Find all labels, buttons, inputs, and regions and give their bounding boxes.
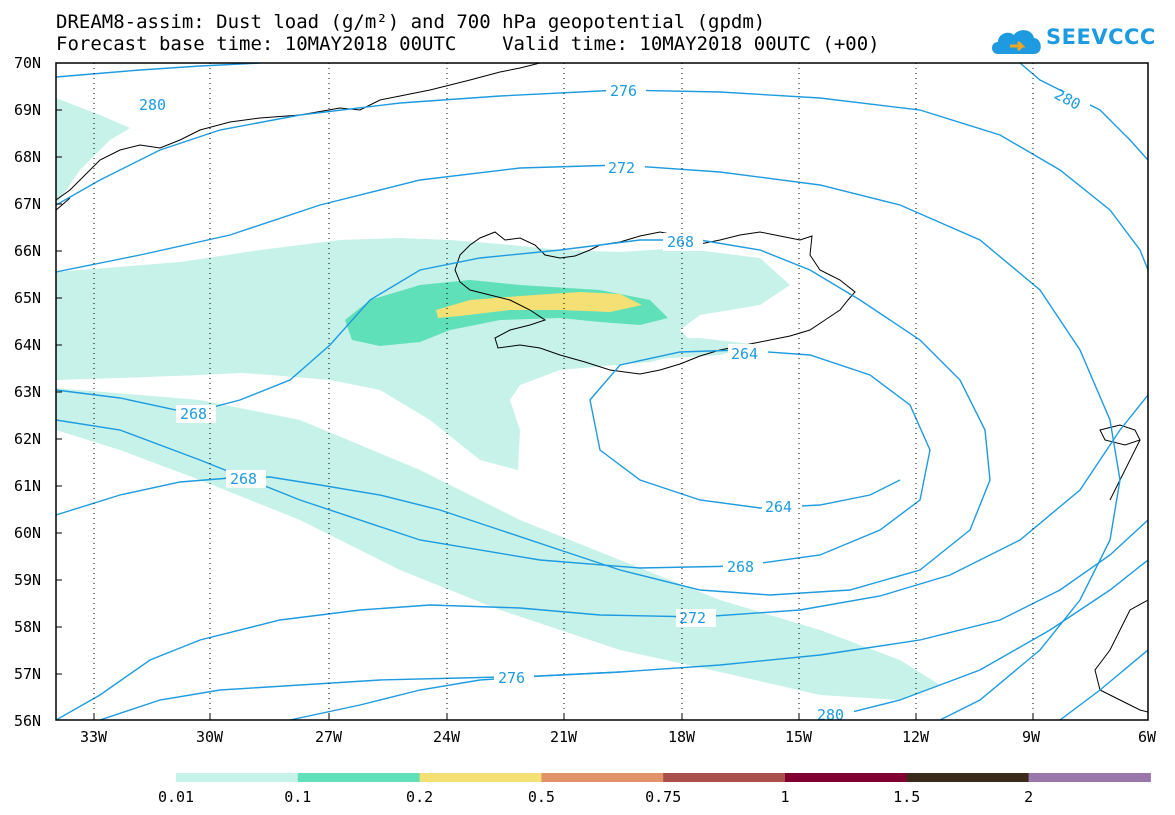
lat-label: 65N — [14, 289, 41, 307]
cloud-logo-icon — [992, 30, 1041, 54]
lon-label: 15W — [785, 728, 813, 746]
contour-label: 276 — [498, 669, 525, 687]
colorbar-swatch — [906, 773, 1030, 782]
colorbar-swatch — [1028, 773, 1151, 782]
colorbar-swatch — [785, 773, 908, 782]
lat-label: 59N — [14, 571, 41, 589]
iceland-coast — [454, 231, 856, 375]
lon-label: 30W — [196, 728, 224, 746]
contour-label: 268 — [180, 405, 207, 423]
colorbar-swatch — [541, 773, 664, 782]
lat-label: 62N — [14, 430, 41, 448]
dust-shading-02 — [436, 292, 642, 318]
contour-label: 268 — [230, 470, 257, 488]
lon-label: 33W — [80, 728, 108, 746]
greenland-coast — [56, 63, 541, 201]
colorbar-label: 0.75 — [645, 788, 681, 806]
map-subtitle: Forecast base time: 10MAY2018 00UTC Vali… — [56, 33, 880, 55]
geopotential-contours — [56, 63, 1148, 720]
contour-label: 280 — [817, 706, 844, 724]
lon-label: 21W — [550, 728, 578, 746]
lon-label: 24W — [433, 728, 461, 746]
colorbar-label: 2 — [1024, 788, 1033, 806]
lat-label: 56N — [14, 712, 41, 730]
contour-label: 268 — [727, 558, 754, 576]
lat-label: 67N — [14, 195, 41, 213]
norway-coast — [1109, 439, 1141, 501]
lon-label: 27W — [315, 728, 343, 746]
lat-label: 66N — [14, 242, 41, 260]
dust-shading-001 — [56, 98, 940, 700]
contour-label: 264 — [765, 498, 792, 516]
longitude-labels: 33W 30W 27W 24W 21W 18W 15W 12W 9W 6W — [80, 728, 1157, 746]
lat-label: 68N — [14, 148, 41, 166]
colorbar-label: 0.2 — [406, 788, 433, 806]
contour-label: 272 — [679, 609, 706, 627]
contour-labels: 280 276 280 272 268 264 268 268 264 268 … — [135, 82, 1090, 724]
colorbar-label: 1.5 — [893, 788, 920, 806]
colorbar-swatch — [176, 773, 299, 782]
colorbar: 0.01 0.1 0.2 0.5 0.75 1 1.5 2 — [158, 773, 1151, 806]
contour-label: 280 — [139, 96, 166, 114]
lat-label: 70N — [14, 54, 41, 72]
axis-ticks — [56, 62, 1034, 720]
lon-label: 6W — [1138, 728, 1157, 746]
lat-label: 69N — [14, 101, 41, 119]
lat-label: 64N — [14, 336, 41, 354]
colorbar-label: 1 — [780, 788, 789, 806]
contour-label: 268 — [667, 233, 694, 251]
colorbar-label: 0.5 — [528, 788, 555, 806]
coastlines — [56, 63, 1148, 713]
map-plot-area: 280 276 280 272 268 264 268 268 264 268 … — [56, 63, 1148, 724]
colorbar-swatch — [297, 773, 421, 782]
logo-text: SEEVCCC — [1046, 25, 1156, 49]
lon-label: 9W — [1022, 728, 1041, 746]
contour-label: 276 — [610, 82, 637, 100]
contour-label: 264 — [731, 345, 758, 363]
lon-label: 12W — [902, 728, 930, 746]
greenland-coast-2 — [56, 197, 71, 211]
lat-label: 63N — [14, 383, 41, 401]
colorbar-label: 0.01 — [158, 788, 194, 806]
colorbar-label: 0.1 — [284, 788, 311, 806]
colorbar-swatch — [663, 773, 786, 782]
lon-label: 18W — [668, 728, 696, 746]
lat-label: 57N — [14, 665, 41, 683]
lat-label: 58N — [14, 618, 41, 636]
lat-label: 61N — [14, 477, 41, 495]
lat-label: 60N — [14, 524, 41, 542]
contour-label: 272 — [608, 159, 635, 177]
latitude-labels: 70N 69N 68N 67N 66N 65N 64N 63N 62N 61N … — [14, 54, 41, 730]
colorbar-swatch — [419, 773, 542, 782]
faroe-islands — [1099, 424, 1141, 446]
map-title: DREAM8-assim: Dust load (g/m²) and 700 h… — [56, 11, 766, 33]
scotland-coast — [1094, 599, 1148, 713]
